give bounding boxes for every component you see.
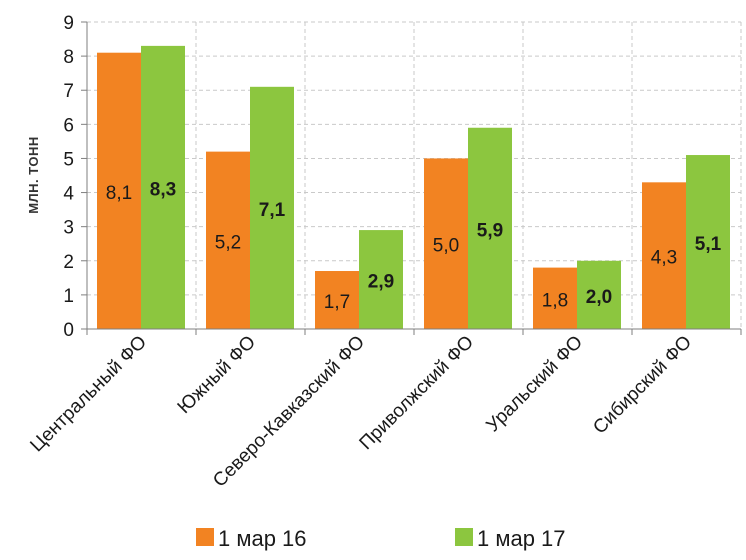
x-category-label: Уральский ФО (482, 332, 587, 437)
data-label: 2,0 (586, 287, 612, 308)
data-label: 5,0 (433, 236, 459, 257)
data-label: 8,3 (150, 179, 176, 200)
y-tick-label: 7 (63, 81, 74, 102)
y-tick-label: 0 (63, 320, 74, 341)
bar (141, 45, 185, 329)
bar (642, 182, 686, 329)
y-tick-label: 2 (63, 252, 74, 273)
y-tick-label: 8 (63, 47, 74, 68)
legend-swatch (196, 528, 214, 546)
bar (250, 86, 294, 329)
y-tick-label: 5 (63, 149, 74, 170)
bar (577, 260, 621, 329)
legend-swatch (455, 528, 473, 546)
y-tick-label: 1 (63, 286, 74, 307)
bar (533, 267, 577, 329)
bar (424, 158, 468, 329)
y-tick-label: 4 (63, 184, 74, 205)
bar (97, 52, 141, 329)
data-label: 5,2 (215, 232, 241, 253)
y-tick-label: 6 (63, 115, 74, 136)
y-tick-labels: 0 1 2 3 4 5 6 7 8 9 (63, 13, 74, 341)
data-label: 2,9 (368, 272, 394, 293)
axes (81, 21, 742, 335)
bar (468, 127, 512, 329)
x-category-labels: Центральный ФО Южный ФОСеверо-Кавказский … (26, 332, 696, 492)
data-label: 7,1 (259, 200, 286, 221)
x-category-label: Сибирский ФО (589, 332, 696, 439)
bars (97, 45, 730, 329)
data-label: 1,8 (542, 290, 568, 311)
data-label: 5,1 (695, 234, 722, 255)
bar (686, 155, 730, 329)
bar (206, 151, 250, 329)
data-label: 8,1 (106, 183, 132, 204)
bar (359, 230, 403, 329)
x-category-label: Южный ФО (174, 332, 260, 418)
data-label: 5,9 (477, 220, 503, 241)
y-axis-label: МЛН. ТОНН (26, 136, 41, 214)
gridlines (87, 21, 742, 329)
data-labels: 8,1 5,2 1,7 5,0 1,8 4,3 8,3 7,1 2,9 5,9 2,0 5,1 (106, 179, 722, 313)
x-category-label: Приволжский ФО (356, 332, 478, 454)
data-label: 1,7 (324, 292, 350, 313)
legend-label: 1 мар 16 (218, 526, 307, 551)
legend: 1 мар 16 1 мар 17 (196, 526, 566, 551)
bar (315, 271, 359, 329)
x-category-label: Центральный ФО (26, 332, 151, 457)
data-label: 4,3 (651, 248, 677, 269)
y-tick-label: 3 (63, 218, 74, 239)
legend-label: 1 мар 17 (477, 526, 566, 551)
y-tick-label: 9 (63, 13, 74, 34)
